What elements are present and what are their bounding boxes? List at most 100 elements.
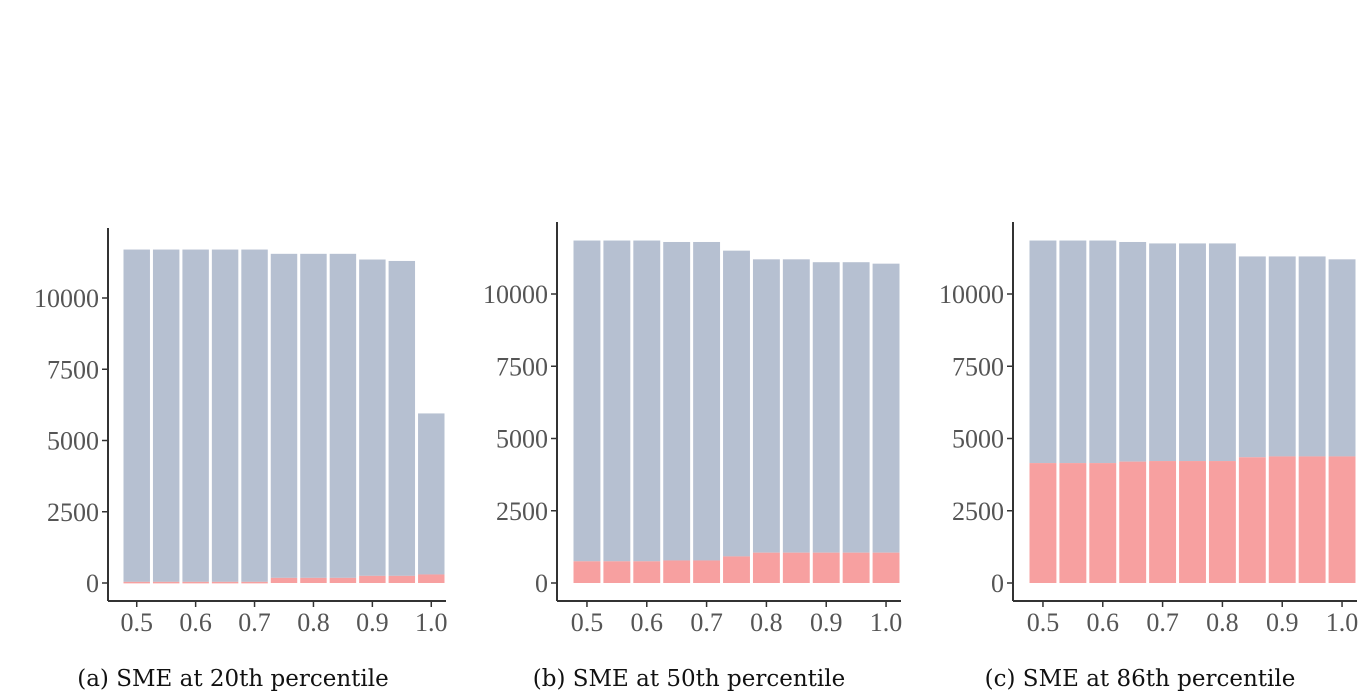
bar-base-4 bbox=[1149, 243, 1177, 462]
bar-segment-5 bbox=[1179, 461, 1206, 583]
bar-base-0 bbox=[1029, 240, 1057, 464]
bar-segment-2 bbox=[633, 561, 661, 583]
bar-segment-4 bbox=[693, 560, 721, 583]
bar-segment-0 bbox=[1029, 463, 1057, 583]
y-tick-label-4: 10000 bbox=[483, 280, 548, 309]
x-tick-label-5: 1.0 bbox=[1326, 608, 1359, 637]
bar-segment-10 bbox=[418, 574, 445, 583]
bar-base-1 bbox=[1059, 240, 1087, 464]
x-tick-label-0: 0.5 bbox=[120, 608, 153, 637]
bar-chart-b: 0 2500 5000 7500 10000 0.5 0.6 0.7 0.8 0.9 1.0 bbox=[483, 222, 902, 637]
bar-segment-6 bbox=[1208, 461, 1236, 583]
bar-segment-6 bbox=[300, 577, 327, 583]
y-tick-label-1: 2500 bbox=[47, 498, 99, 527]
y-tick-label-3: 7500 bbox=[952, 352, 1004, 381]
x-tick-label-2: 0.7 bbox=[1146, 608, 1179, 637]
bar-segment-6 bbox=[752, 552, 780, 583]
bar-base-5 bbox=[270, 253, 298, 578]
bar-base-2 bbox=[1089, 240, 1117, 464]
x-tick-label-2: 0.7 bbox=[238, 608, 271, 637]
bar-segment-8 bbox=[1268, 456, 1296, 583]
bar-segment-7 bbox=[329, 577, 357, 583]
x-tick-label-4: 0.9 bbox=[810, 608, 843, 637]
bar-chart-c: 0 2500 5000 7500 10000 0.5 0.6 0.7 0.8 0.9 1.0 bbox=[939, 222, 1359, 637]
x-tick-label-1: 0.6 bbox=[179, 608, 212, 637]
chart-panel-c: 0 2500 5000 7500 10000 0.5 0.6 0.7 0.8 0.9 1.0 (c)… bbox=[912, 0, 1368, 699]
bar-base-8 bbox=[1268, 256, 1296, 457]
bar-base-8 bbox=[359, 259, 386, 576]
chart-panel-a: 0 2500 5000 7500 10000 0.5 0.6 0.7 0.8 0.9 1.0 (a)… bbox=[0, 0, 456, 699]
bar-segment-4 bbox=[1149, 461, 1177, 583]
x-tick-label-2: 0.7 bbox=[690, 608, 723, 637]
bar-base-6 bbox=[752, 259, 780, 553]
bar-base-7 bbox=[782, 259, 810, 553]
caption-a: (a) SME at 20th percentile bbox=[77, 666, 389, 692]
bar-base-9 bbox=[1298, 256, 1326, 457]
bar-base-2 bbox=[633, 240, 661, 562]
caption-b: (b) SME at 50th percentile bbox=[532, 666, 846, 692]
bar-segment-9 bbox=[388, 575, 416, 583]
bar-base-8 bbox=[812, 262, 840, 553]
bar-segment-8 bbox=[812, 552, 840, 583]
bar-segment-2 bbox=[182, 581, 209, 584]
bar-base-5 bbox=[723, 250, 750, 557]
x-tick-label-3: 0.8 bbox=[750, 608, 783, 637]
x-tick-label-4: 0.9 bbox=[1266, 608, 1299, 637]
x-tick-label-0: 0.5 bbox=[1027, 608, 1060, 637]
bar-base-7 bbox=[329, 253, 357, 578]
bar-base-3 bbox=[663, 241, 691, 561]
bar-segment-10 bbox=[1328, 456, 1356, 583]
bar-base-10 bbox=[418, 413, 445, 575]
bar-base-4 bbox=[241, 249, 268, 582]
x-tick-label-5: 1.0 bbox=[415, 608, 448, 637]
bar-base-10 bbox=[1328, 259, 1356, 457]
x-tick-label-3: 0.8 bbox=[1206, 608, 1239, 637]
bar-segment-5 bbox=[723, 556, 750, 583]
bar-segment-10 bbox=[872, 552, 900, 583]
y-tick-label-3: 7500 bbox=[47, 355, 99, 384]
bar-segment-4 bbox=[241, 581, 268, 584]
y-tick-label-0: 0 bbox=[991, 569, 1004, 598]
y-tick-label-2: 5000 bbox=[47, 427, 99, 456]
bar-segment-1 bbox=[152, 581, 180, 584]
x-tick-label-3: 0.8 bbox=[297, 608, 330, 637]
bar-base-3 bbox=[1119, 241, 1147, 462]
y-tick-label-1: 2500 bbox=[952, 497, 1004, 526]
bar-segment-3 bbox=[211, 581, 239, 584]
bar-base-2 bbox=[182, 249, 209, 582]
bar-base-5 bbox=[1179, 243, 1206, 462]
bar-segment-7 bbox=[782, 552, 810, 583]
y-tick-label-1: 2500 bbox=[496, 497, 548, 526]
bar-base-6 bbox=[300, 253, 327, 578]
y-tick-label-4: 10000 bbox=[939, 280, 1004, 309]
y-tick-label-0: 0 bbox=[86, 569, 99, 598]
bar-base-10 bbox=[872, 263, 900, 553]
x-tick-label-1: 0.6 bbox=[1087, 608, 1120, 637]
bar-base-7 bbox=[1238, 256, 1266, 458]
bar-segment-8 bbox=[359, 575, 386, 583]
bar-segment-1 bbox=[1059, 463, 1087, 583]
y-tick-label-3: 7500 bbox=[496, 352, 548, 381]
x-tick-label-1: 0.6 bbox=[631, 608, 664, 637]
bar-base-9 bbox=[842, 262, 870, 553]
bar-base-6 bbox=[1208, 243, 1236, 462]
bar-segment-0 bbox=[123, 581, 150, 584]
y-tick-label-2: 5000 bbox=[496, 425, 548, 454]
y-tick-label-4: 10000 bbox=[34, 284, 99, 313]
y-tick-label-0: 0 bbox=[535, 569, 548, 598]
bar-base-0 bbox=[573, 240, 601, 562]
bar-base-1 bbox=[603, 240, 631, 562]
bar-segment-3 bbox=[1119, 461, 1147, 583]
y-tick-label-2: 5000 bbox=[952, 425, 1004, 454]
bar-segment-9 bbox=[842, 552, 870, 583]
x-tick-label-0: 0.5 bbox=[571, 608, 604, 637]
x-tick-label-4: 0.9 bbox=[356, 608, 389, 637]
bar-segment-5 bbox=[270, 577, 298, 583]
bar-base-4 bbox=[693, 241, 721, 561]
bar-segment-2 bbox=[1089, 463, 1117, 583]
bar-base-3 bbox=[211, 249, 239, 582]
bar-chart-a: 0 2500 5000 7500 10000 0.5 0.6 0.7 0.8 0.9 1.0 bbox=[34, 228, 448, 637]
bar-base-9 bbox=[388, 260, 416, 576]
bar-base-1 bbox=[152, 249, 180, 582]
bar-base-0 bbox=[123, 249, 150, 582]
